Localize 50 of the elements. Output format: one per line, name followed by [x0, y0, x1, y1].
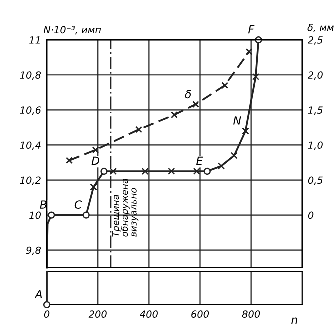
x-tick-label: 400	[140, 310, 158, 318]
point	[242, 128, 250, 135]
point	[246, 48, 253, 56]
point	[48, 212, 56, 219]
ref-line-label: Трещина обнаружена визуально	[112, 179, 139, 237]
point	[222, 82, 228, 90]
y-tick-label: 10,2	[20, 176, 41, 186]
annotation: A	[34, 290, 42, 298]
point	[90, 184, 98, 191]
point	[135, 126, 142, 134]
y-axis-title: N·10⁻³, имп	[44, 26, 102, 35]
y2-tick-label: 0	[308, 212, 314, 220]
y2-tick-label: 1,5	[308, 106, 323, 115]
point	[192, 101, 200, 108]
annotation: C	[74, 200, 82, 209]
y-tick-label: 10	[30, 212, 41, 220]
point	[168, 168, 176, 176]
point	[193, 168, 201, 176]
point	[252, 73, 260, 80]
point	[170, 112, 178, 119]
point	[100, 168, 108, 176]
y2-axis-title: δ, мм	[308, 24, 334, 32]
annotation: F	[248, 26, 255, 34]
y-tick-label: 10,4	[20, 142, 41, 150]
x-axis-title: n	[292, 318, 298, 324]
x-tick-label: 0	[44, 310, 50, 318]
y2-tick-label: 2,0	[308, 72, 323, 80]
point	[92, 146, 100, 154]
x-tick-label: 800	[242, 310, 260, 318]
y2-tick-label: 0,5	[308, 176, 323, 186]
point	[218, 162, 226, 170]
y2-tick-label: 1,0	[308, 142, 323, 150]
annotation: N	[234, 116, 242, 125]
point	[142, 168, 149, 176]
y-tick-label: 11	[30, 36, 40, 44]
annotation: B	[40, 200, 47, 209]
x-tick-label: 200	[88, 310, 107, 318]
annotation: D	[92, 156, 100, 166]
point	[82, 212, 90, 219]
x-tick-label: 600	[192, 310, 210, 318]
point	[110, 168, 118, 176]
annotation: E	[196, 156, 204, 166]
y-tick-label: 10,6	[20, 106, 42, 115]
annotation: δ	[185, 90, 192, 99]
point	[230, 152, 238, 160]
point	[66, 157, 73, 164]
y-tick-label: 9,8	[26, 246, 42, 256]
point	[204, 168, 211, 176]
y2-tick-label: 2,5	[308, 36, 323, 45]
y-tick-label: 10,8	[20, 72, 42, 80]
